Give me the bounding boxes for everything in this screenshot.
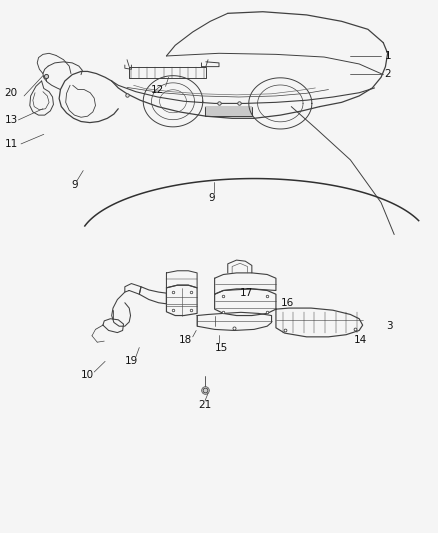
Text: 3: 3 (386, 321, 393, 331)
Text: 18: 18 (179, 335, 192, 345)
Text: 10: 10 (81, 370, 94, 380)
Text: 11: 11 (4, 139, 18, 149)
Text: 17: 17 (240, 288, 253, 298)
Text: 14: 14 (354, 335, 367, 345)
Text: 20: 20 (4, 88, 18, 98)
Text: 1: 1 (385, 51, 391, 61)
Text: 2: 2 (385, 69, 391, 78)
Text: 15: 15 (215, 343, 228, 352)
Text: 16: 16 (281, 298, 294, 308)
Text: 19: 19 (125, 357, 138, 366)
Text: 12: 12 (151, 85, 164, 94)
Text: 9: 9 (71, 181, 78, 190)
Text: 13: 13 (4, 115, 18, 125)
Text: 21: 21 (198, 400, 212, 410)
Text: 9: 9 (208, 193, 215, 203)
